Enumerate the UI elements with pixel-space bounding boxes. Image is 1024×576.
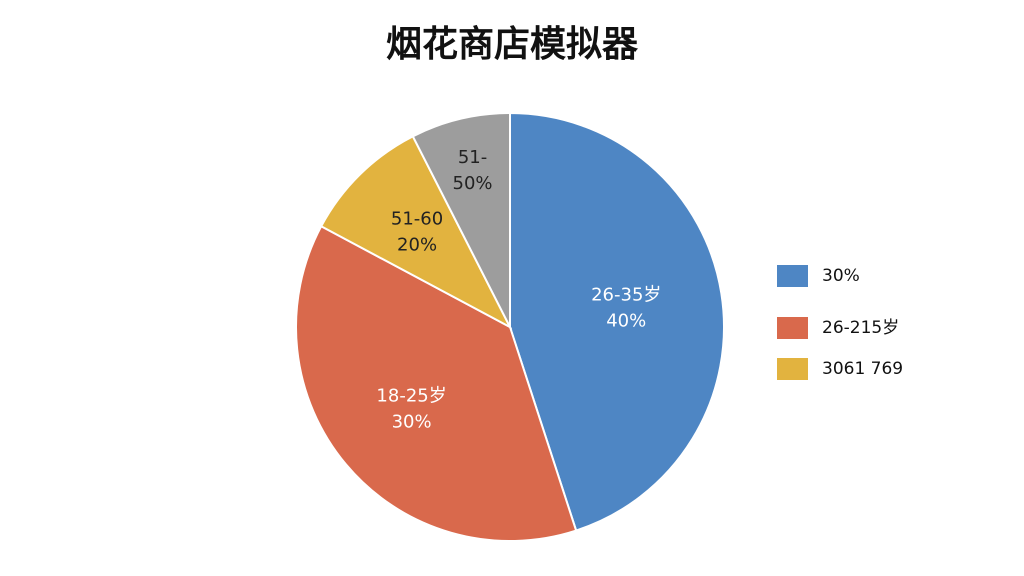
legend-swatch: [777, 358, 808, 380]
slice-label: 51-60: [391, 208, 443, 229]
pie-slice: [411, 111, 511, 328]
pie-slice: [295, 224, 578, 542]
slice-label: 40%: [606, 311, 646, 332]
slice-label: 26-35岁: [591, 285, 661, 306]
legend-label: 26-215岁: [822, 318, 899, 338]
legend-label: 3061 769: [822, 359, 903, 379]
pie-slice: [319, 134, 513, 330]
slice-label: 51-: [458, 147, 487, 168]
legend-label: 30%: [822, 266, 860, 286]
slice-label: 20%: [397, 234, 437, 255]
slice-label: 30%: [392, 411, 432, 432]
chart-title: 烟花商店模拟器: [386, 24, 639, 65]
legend-swatch: [777, 317, 808, 339]
legend-swatch: [777, 265, 808, 287]
pie-slice: [509, 111, 725, 532]
slice-label: 50%: [453, 173, 493, 194]
slice-label: 18-25岁: [376, 385, 446, 406]
